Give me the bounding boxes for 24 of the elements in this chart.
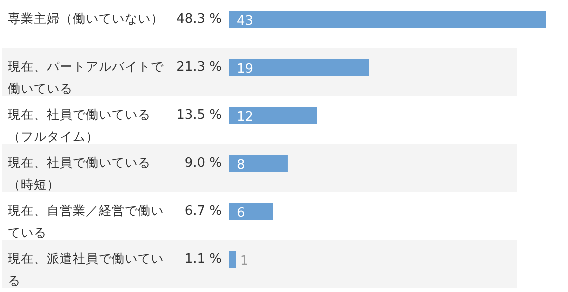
bar — [229, 155, 288, 172]
text: 13.5 % — [176, 108, 222, 123]
text: 21.3 % — [176, 60, 222, 75]
y-tick-label: 現在、社員で働いている（フルタイム） — [8, 107, 151, 144]
bar — [229, 59, 370, 76]
y-tick-label: 現在、社員で働いている（時短） — [8, 155, 151, 192]
data-label: 19 — [237, 62, 254, 77]
bar — [229, 107, 318, 124]
text: 6.7 % — [184, 204, 222, 219]
data-label: 6 — [237, 206, 246, 221]
data-label: 8 — [237, 158, 246, 173]
data-label: 1 — [240, 254, 249, 269]
text: 1.1 % — [184, 252, 222, 267]
text: 9.0 % — [184, 156, 222, 171]
y-tick-label: 現在、派遣社員で働いている — [8, 251, 164, 288]
data-label: 43 — [237, 14, 254, 29]
y-tick-label: 専業主婦（働いていない） — [8, 11, 164, 26]
y-tick-label: 現在、自営業／経営で働いている — [8, 203, 164, 240]
data-label: 12 — [237, 110, 254, 125]
bar — [229, 203, 274, 220]
bar — [229, 11, 546, 28]
text: 48.3 % — [176, 12, 222, 27]
bar — [229, 251, 236, 268]
y-tick-label: 現在、パートアルバイトで働いている — [8, 59, 165, 96]
